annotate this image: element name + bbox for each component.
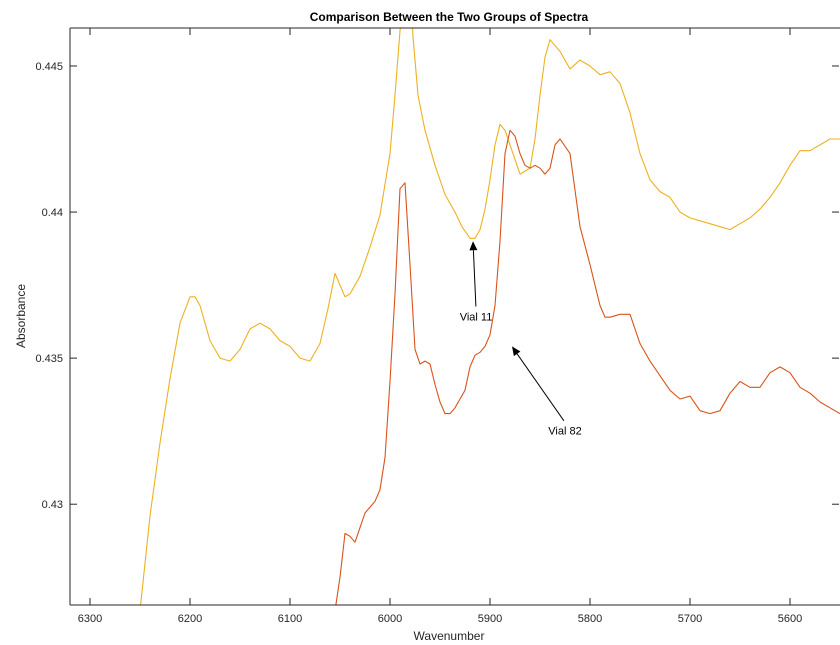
x-tick-label: 5600	[778, 613, 802, 625]
x-tick-label: 5900	[478, 613, 502, 625]
annotation-arrow-head	[512, 346, 521, 357]
annotation-label: Vial 11	[460, 312, 493, 324]
annotation-arrow-line	[472, 250, 477, 307]
ticks: 6300 6200 6100 6000 5900 5800 5700 5600 0.43 0.43…	[35, 28, 839, 625]
series-line-lower	[335, 129, 840, 605]
annotation-arrow-head	[469, 241, 478, 251]
annotations: Vial 11 Vial 82	[460, 241, 582, 437]
plot-area	[70, 28, 840, 605]
y-axis-label: Absorbance	[14, 284, 28, 348]
chart-title: Comparison Between the Two Groups of Spe…	[310, 10, 589, 24]
x-tick-label: 6300	[78, 613, 102, 625]
annotation-arrow-line	[516, 353, 565, 422]
x-tick-label: 6200	[178, 613, 202, 625]
x-axis-label: Wavenumber	[414, 629, 485, 643]
x-tick-label: 6100	[278, 613, 302, 625]
x-tick-label: 5700	[678, 613, 702, 625]
series-line-upper	[140, 28, 840, 605]
y-tick-label: 0.435	[35, 353, 63, 365]
annotation-label: Vial 82	[548, 425, 581, 437]
axes	[69, 27, 840, 606]
y-tick-label: 0.445	[35, 61, 63, 73]
y-tick-label: 0.43	[42, 499, 63, 511]
x-tick-label: 5800	[578, 613, 602, 625]
series-layer	[140, 28, 840, 605]
x-tick-label: 6000	[378, 613, 402, 625]
y-tick-label: 0.44	[42, 207, 63, 219]
